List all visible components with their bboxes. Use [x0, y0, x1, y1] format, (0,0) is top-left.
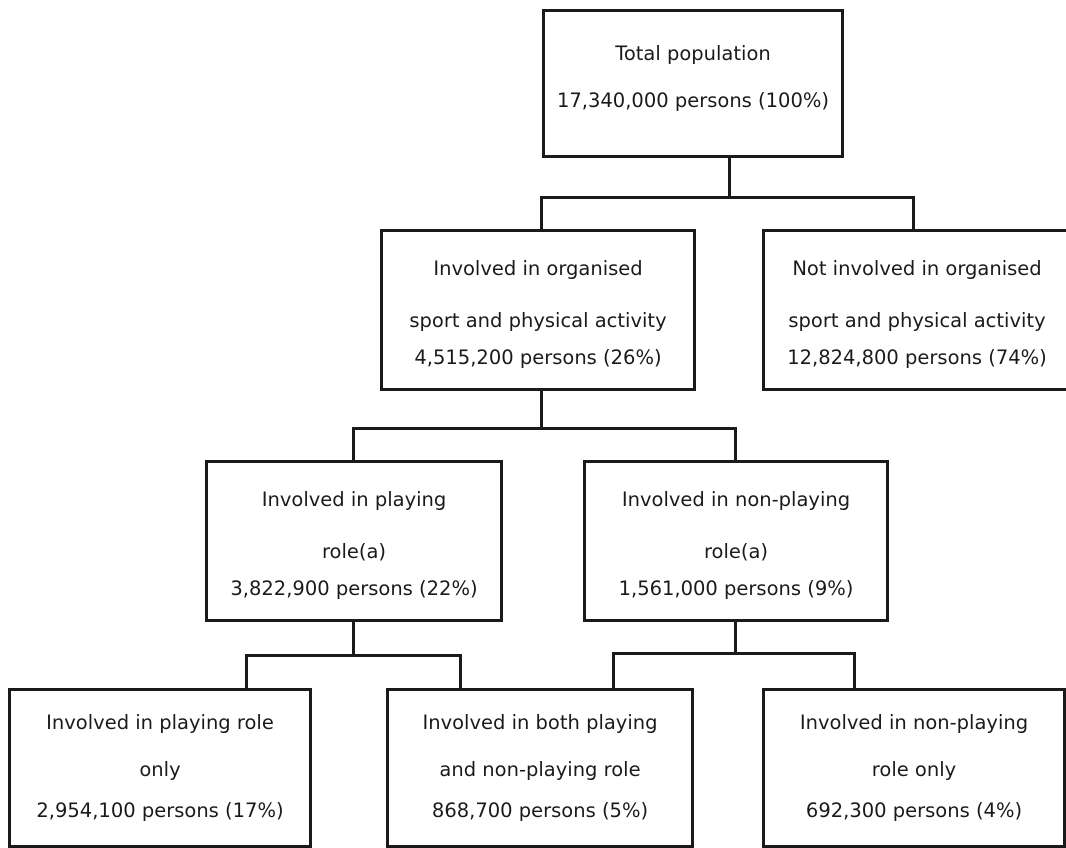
node-playing-role-only: Involved in playing role only 2,954,100 …	[8, 688, 312, 848]
node-label: Involved in non-playing	[621, 488, 851, 511]
node-label: Not involved in organised	[792, 257, 1042, 280]
node-label: Involved in both playing	[422, 711, 658, 734]
connector-involved-down	[540, 391, 543, 429]
node-involved-organised-sport: Involved in organised sport and physical…	[380, 229, 696, 391]
connector-playing-to-both	[459, 654, 462, 688]
connector-to-involved	[540, 196, 543, 229]
node-label: Total population	[615, 42, 771, 65]
node-label: only	[139, 758, 181, 781]
node-both-roles: Involved in both playing and non-playing…	[386, 688, 694, 848]
connector-to-non-playing-only	[853, 652, 856, 688]
node-value: 17,340,000 persons (100%)	[556, 89, 829, 112]
connector-to-playing-only	[245, 654, 248, 688]
connector-total-down	[728, 158, 731, 198]
connector-to-playing	[352, 427, 355, 460]
node-label: and non-playing role	[439, 758, 641, 781]
node-non-playing-role-only: Involved in non-playing role only 692,30…	[762, 688, 1066, 848]
connector-level1-bar	[540, 196, 915, 199]
node-playing-role: Involved in playing role(a) 3,822,900 pe…	[205, 460, 503, 622]
connector-level2-bar	[352, 427, 737, 430]
connector-non-playing-down	[734, 622, 737, 654]
node-value: 4,515,200 persons (26%)	[414, 346, 662, 369]
node-not-involved-organised-sport: Not involved in organised sport and phys…	[762, 229, 1066, 391]
connector-to-non-playing	[734, 427, 737, 460]
node-value: 2,954,100 persons (17%)	[36, 799, 284, 822]
node-value: 868,700 persons (5%)	[431, 799, 649, 822]
node-label: Involved in playing	[261, 488, 447, 511]
node-value: 3,822,900 persons (22%)	[230, 577, 478, 600]
connector-non-playing-bar	[612, 652, 856, 655]
connector-playing-bar	[245, 654, 462, 657]
node-label: sport and physical activity	[788, 309, 1046, 332]
node-label: Involved in playing role	[46, 711, 274, 734]
node-label: role(a)	[321, 540, 387, 563]
node-label: sport and physical activity	[409, 309, 667, 332]
node-label: role(a)	[703, 540, 769, 563]
connector-non-playing-to-both	[612, 652, 615, 688]
connector-playing-down	[352, 622, 355, 656]
node-non-playing-role: Involved in non-playing role(a) 1,561,00…	[583, 460, 889, 622]
node-value: 12,824,800 persons (74%)	[787, 346, 1047, 369]
node-label: role only	[871, 758, 957, 781]
node-label: Involved in organised	[433, 257, 643, 280]
node-value: 1,561,000 persons (9%)	[618, 577, 854, 600]
node-label: Involved in non-playing	[799, 711, 1029, 734]
connector-to-not-involved	[912, 196, 915, 229]
node-total-population: Total population 17,340,000 persons (100…	[542, 9, 844, 158]
node-value: 692,300 persons (4%)	[805, 799, 1023, 822]
